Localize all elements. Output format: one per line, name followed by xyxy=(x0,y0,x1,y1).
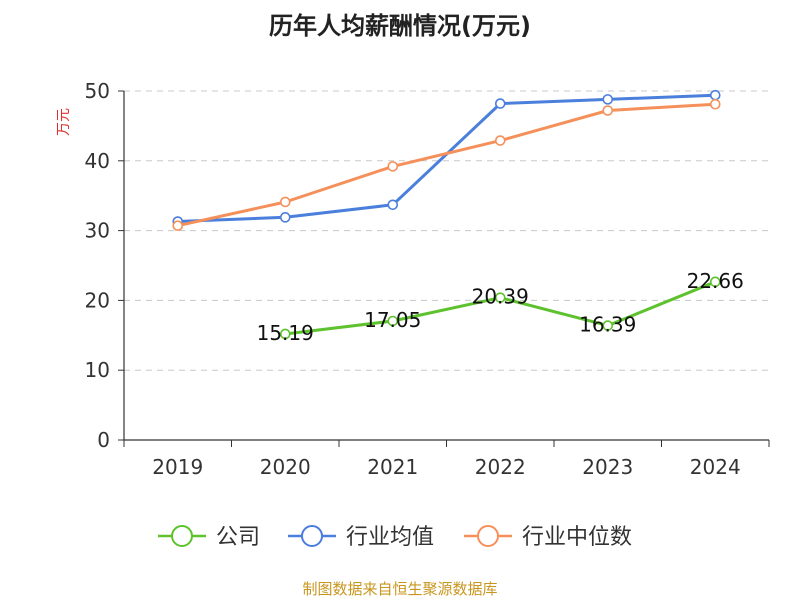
y-tick-label: 30 xyxy=(85,219,110,243)
x-tick-label: 2024 xyxy=(690,455,741,479)
series-line-1 xyxy=(177,93,716,223)
data-label: 22.66 xyxy=(687,269,744,293)
y-tick-label: 50 xyxy=(85,79,110,103)
data-point xyxy=(279,212,291,223)
data-point xyxy=(387,199,399,211)
data-point xyxy=(602,320,614,331)
series-layer xyxy=(172,89,721,340)
y-tick-label: 20 xyxy=(85,288,110,312)
y-tick-label: 0 xyxy=(97,428,110,452)
legend-marker xyxy=(477,525,499,547)
data-point xyxy=(709,276,721,288)
legend: 公司 行业均值 行业中位数 xyxy=(158,525,632,550)
data-label: 15.19 xyxy=(257,321,314,345)
data-point xyxy=(387,315,399,327)
data-point xyxy=(279,196,291,208)
chart-title: 历年人均薪酬情况(万元) xyxy=(269,12,531,40)
y-axis-label: 万元 xyxy=(56,108,72,136)
x-tick-label: 2019 xyxy=(152,455,203,479)
data-labels: 15.19 17.05 20.39 16.39 22.66 xyxy=(257,269,744,345)
legend-label: 公司 xyxy=(216,525,260,550)
legend-marker xyxy=(171,525,193,547)
data-point xyxy=(387,161,399,172)
legend-label: 行业中位数 xyxy=(522,525,632,550)
gridlines xyxy=(124,90,769,371)
data-label: 20.39 xyxy=(472,285,529,309)
x-tick-label: 2023 xyxy=(582,455,633,479)
axes: 0 10 20 30 40 50 2019 2020 2021 2022 2023 2024 xyxy=(85,79,770,479)
data-point xyxy=(172,220,184,232)
data-point xyxy=(709,89,721,101)
legend-label: 行业均值 xyxy=(346,525,434,550)
data-point xyxy=(279,328,291,340)
legend-marker xyxy=(301,525,323,547)
data-label: 16.39 xyxy=(579,313,636,337)
x-tick-label: 2021 xyxy=(367,455,418,479)
data-point xyxy=(709,98,721,110)
y-tick-label: 10 xyxy=(85,358,110,382)
x-tick-label: 2020 xyxy=(260,455,311,479)
source-note: 制图数据来自恒生聚源数据库 xyxy=(302,580,497,598)
y-tick-label: 40 xyxy=(85,149,110,173)
data-label: 17.05 xyxy=(364,308,421,332)
data-point xyxy=(602,94,614,105)
data-point xyxy=(494,292,506,303)
data-point xyxy=(494,98,506,109)
data-point xyxy=(494,135,506,146)
series-line-2 xyxy=(177,102,716,228)
data-point xyxy=(602,105,614,116)
x-tick-label: 2022 xyxy=(475,455,526,479)
